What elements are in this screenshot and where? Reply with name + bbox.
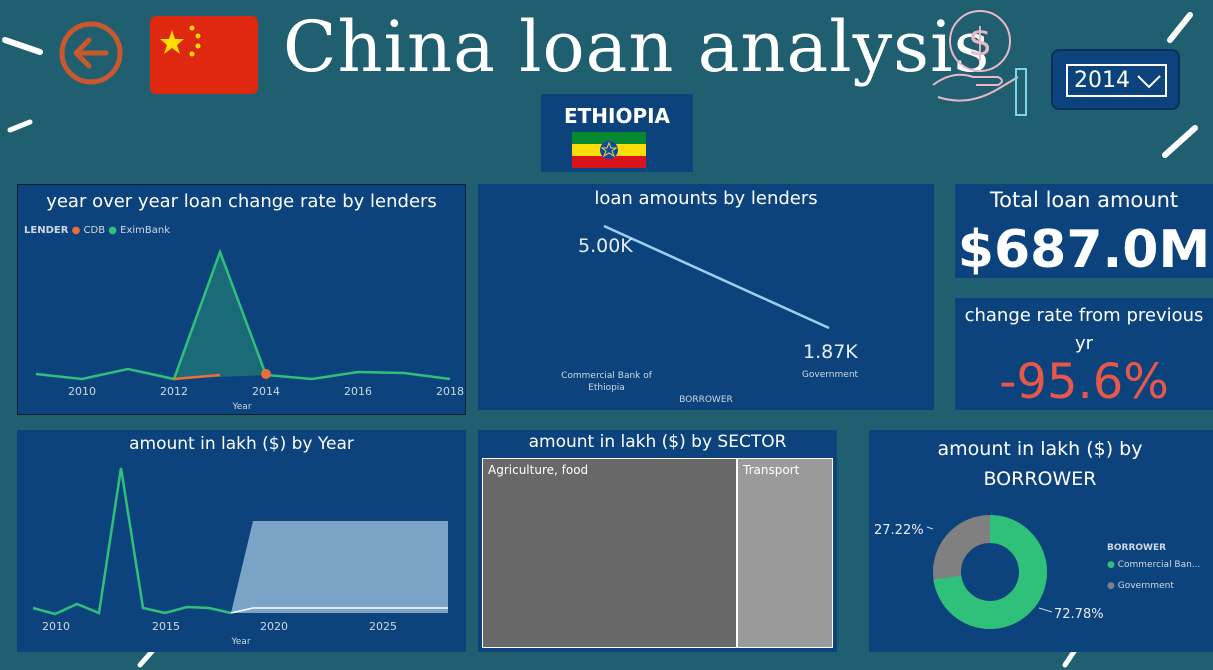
data-label-cbe: 5.00K — [578, 235, 633, 257]
ethiopia-flag-icon — [572, 132, 646, 168]
year-select[interactable]: 2014 — [1066, 64, 1167, 97]
yoy-change-panel: year over year loan change rate by lende… — [17, 184, 466, 415]
x-tick-2015: 2015 — [152, 620, 180, 633]
x-tick-2012: 2012 — [160, 385, 188, 398]
lenders-chart-title: loan amounts by lenders — [594, 188, 818, 209]
cdb-point — [261, 369, 271, 379]
by-year-chart-title: amount in lakh ($) by Year — [129, 434, 354, 454]
legend-item-eximbank: EximBank — [120, 225, 171, 236]
country-card: ETHIOPIA — [541, 94, 693, 172]
cdb-series-line — [173, 373, 221, 381]
x-axis-label: Year — [230, 637, 250, 647]
legend-dot-eximbank: ● — [108, 225, 117, 236]
change-rate-value: -95.6% — [999, 354, 1169, 410]
eximbank-peak-area — [174, 252, 266, 379]
borrower-chart-title: amount in lakh ($) by BORROWER — [937, 438, 1143, 490]
legend-title: LENDER — [24, 225, 69, 236]
x-tick-cbe: Commercial Bank of Ethiopia — [561, 371, 652, 393]
legend-dot-government: ● — [1107, 581, 1115, 591]
lenders-panel: loan amounts by lenders 5.00K 1.87K Comm… — [478, 184, 934, 410]
eximbank-series-line — [35, 248, 451, 381]
legend-label-government: Government — [1117, 581, 1174, 591]
lenders-chart: 5.00K 1.87K — [578, 224, 858, 363]
borrower-panel: amount in lakh ($) by BORROWER 27.22% 72… — [869, 430, 1213, 652]
country-name: ETHIOPIA — [563, 104, 671, 128]
x-axis-label: Year — [231, 402, 251, 412]
change-rate-title: change rate from previous yr — [964, 305, 1204, 354]
legend-item-cdb: CDB — [83, 225, 106, 236]
borrower-legend-title: BORROWER — [1107, 543, 1167, 553]
svg-text:$: $ — [968, 20, 992, 64]
china-flag-icon — [150, 16, 258, 94]
data-label-cbe: 72.78% — [1054, 607, 1104, 622]
sector-panel: amount in lakh ($) by SECTOR Agriculture… — [478, 430, 837, 652]
treemap-cell-transport[interactable]: Transport — [737, 458, 833, 648]
x-tick-government: Government — [801, 370, 859, 380]
yoy-chart-title: year over year loan change rate by lende… — [46, 191, 437, 212]
year-dropdown[interactable]: 2014 — [1051, 49, 1180, 110]
x-tick-2010: 2010 — [42, 620, 70, 633]
total-loan-card: Total loan amount $687.0M — [955, 184, 1213, 280]
legend-dot-cdb: ● — [71, 225, 81, 236]
sector-chart-title: amount in lakh ($) by SECTOR — [528, 432, 787, 452]
x-tick-2016: 2016 — [344, 385, 372, 398]
legend-label-cbe: Commercial Ban... — [1117, 560, 1201, 570]
by-year-chart: 2010 2015 2020 2025 Year — [32, 467, 448, 647]
data-label-government: 1.87K — [803, 341, 858, 363]
chevron-down-icon — [1137, 75, 1161, 89]
amount-series-line — [32, 467, 232, 616]
borrower-donut: 27.22% 72.78% — [874, 515, 1104, 629]
x-tick-2010: 2010 — [68, 385, 96, 398]
x-axis-label: BORROWER — [679, 395, 733, 405]
back-arrow-icon — [59, 21, 123, 85]
amount-by-year-panel: amount in lakh ($) by Year 2010 2015 202… — [17, 430, 466, 652]
forecast-line — [230, 607, 448, 614]
yoy-legend: LENDER ● CDB ● EximBank — [24, 225, 170, 236]
legend-item-cbe: ● Commercial Ban... — [1107, 560, 1200, 570]
dollar-hand-icon: $ — [932, 10, 1027, 116]
back-button[interactable] — [58, 20, 124, 86]
china-flag — [150, 16, 258, 94]
x-tick-2025: 2025 — [369, 620, 397, 633]
x-tick-2014: 2014 — [252, 385, 280, 398]
total-loan-value: $687.0M — [957, 220, 1211, 280]
change-rate-card: change rate from previous yr -95.6% — [955, 298, 1213, 410]
legend-dot-cbe: ● — [1107, 560, 1115, 570]
donut-segment-cbe[interactable] — [933, 515, 1047, 629]
forecast-area — [231, 521, 448, 613]
data-label-government: 27.22% — [874, 523, 924, 538]
treemap-cell-agriculture[interactable]: Agriculture, food — [482, 458, 737, 648]
x-tick-2020: 2020 — [260, 620, 288, 633]
year-selected-value: 2014 — [1074, 68, 1130, 93]
x-tick-2018: 2018 — [436, 385, 464, 398]
lenders-line — [603, 224, 830, 330]
yoy-chart: 2010 2012 2014 2016 2018 Year — [35, 248, 464, 412]
legend-item-government: ● Government — [1107, 581, 1174, 591]
page-title: China loan analysis — [283, 6, 991, 88]
total-loan-title: Total loan amount — [989, 188, 1179, 212]
